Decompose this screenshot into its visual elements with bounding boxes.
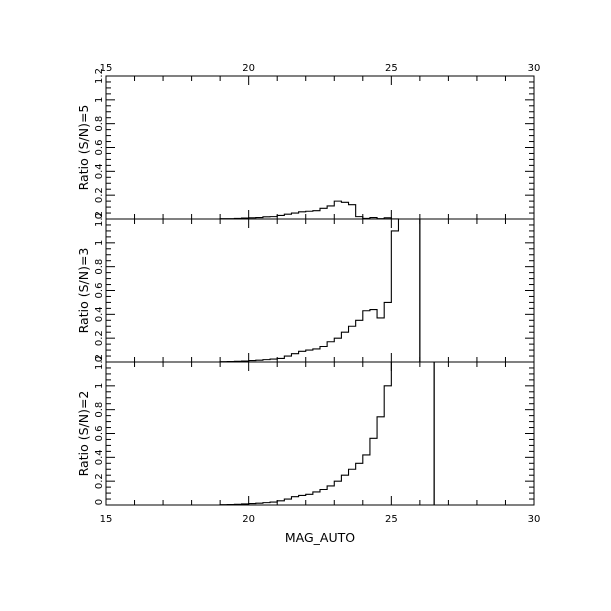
panel-frame bbox=[105, 361, 535, 506]
y-tick-label: 0.2 bbox=[94, 473, 105, 489]
x-tick-label-top: 25 bbox=[385, 63, 398, 74]
panel-frame bbox=[105, 75, 535, 220]
y-tick-label: 1 bbox=[94, 383, 105, 389]
y-tick-label: 0.4 bbox=[94, 306, 105, 322]
y-tick-label-zero: 0 bbox=[94, 356, 105, 362]
y-tick-label: 0.6 bbox=[94, 283, 105, 299]
y-tick-label: 1.2 bbox=[94, 211, 105, 227]
bottom-x-tick-labels: 15 20 25 30 bbox=[100, 514, 541, 525]
panel-1: 0.2 0.4 0.6 0.8 1 1.2 0 Ratio (S/N)=5 bbox=[76, 68, 535, 220]
y-tick-label: 1 bbox=[94, 240, 105, 246]
x-tick-label-bottom: 30 bbox=[528, 514, 541, 525]
y-tick-label: 1.2 bbox=[94, 354, 105, 370]
x-tick-label-bottom: 25 bbox=[385, 514, 398, 525]
y-tick-label: 0.8 bbox=[94, 259, 105, 275]
x-axis-label: MAG_AUTO bbox=[285, 530, 355, 545]
y-tick-label-zero: 0 bbox=[94, 213, 105, 219]
x-tick-label-top: 20 bbox=[242, 63, 255, 74]
y-axis-label: Ratio (S/N)=2 bbox=[76, 391, 91, 477]
y-tick-label: 1 bbox=[94, 97, 105, 103]
y-tick-label: 0.4 bbox=[94, 449, 105, 465]
panel-frame bbox=[105, 218, 535, 363]
y-tick-label: 0.4 bbox=[94, 163, 105, 179]
y-tick-label: 0.2 bbox=[94, 330, 105, 346]
y-tick-label: 1.2 bbox=[94, 68, 105, 84]
x-tick-label-top: 15 bbox=[100, 63, 113, 74]
y-axis-label: Ratio (S/N)=5 bbox=[76, 105, 91, 191]
y-tick-label: 0.6 bbox=[94, 140, 105, 156]
y-axis-label: Ratio (S/N)=3 bbox=[76, 248, 91, 334]
y-tick-label: 0.8 bbox=[94, 116, 105, 132]
histogram-step-line bbox=[219, 200, 435, 220]
histogram-series bbox=[219, 218, 435, 363]
y-tick-label: 0.6 bbox=[94, 426, 105, 442]
y-tick-label: 0.2 bbox=[94, 187, 105, 203]
top-x-tick-labels: 15 20 25 30 bbox=[100, 63, 541, 74]
histogram-series bbox=[219, 361, 435, 506]
y-tick-label-zero: 0 bbox=[94, 499, 105, 505]
histogram-step-line bbox=[219, 361, 435, 506]
histogram-series bbox=[219, 200, 435, 220]
histogram-step-line bbox=[219, 218, 435, 363]
x-tick-label-bottom: 15 bbox=[100, 514, 113, 525]
x-tick-label-bottom: 20 bbox=[242, 514, 255, 525]
y-tick-label: 0.8 bbox=[94, 402, 105, 418]
x-tick-label-top: 30 bbox=[528, 63, 541, 74]
